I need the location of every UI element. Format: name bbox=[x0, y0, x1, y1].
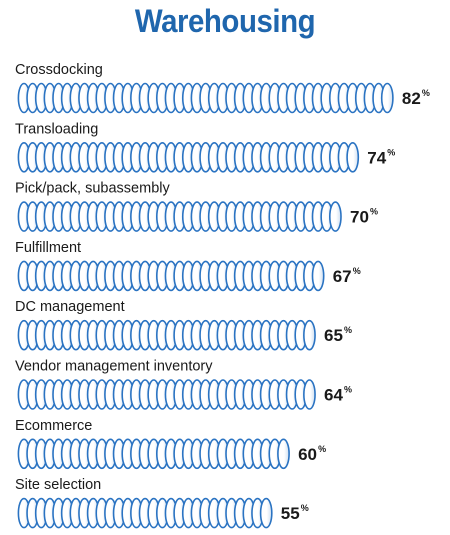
category-label: Site selection bbox=[15, 477, 101, 493]
bar-ring bbox=[328, 201, 342, 232]
percent-sign: % bbox=[353, 266, 361, 276]
value-label: 65 bbox=[324, 326, 343, 345]
bar bbox=[17, 438, 290, 470]
value-label: 55 bbox=[281, 504, 300, 523]
value-label: 74 bbox=[367, 148, 386, 167]
bar-row: Transloading 74% bbox=[15, 121, 395, 173]
category-label: Vendor management inventory bbox=[15, 359, 213, 375]
percent-sign: % bbox=[387, 147, 395, 157]
bar-row: Crossdocking 82% bbox=[15, 62, 430, 114]
bar bbox=[17, 497, 273, 529]
bar-ring bbox=[303, 379, 316, 410]
bar-row: Vendor management inventory 64% bbox=[15, 359, 352, 410]
bar bbox=[17, 379, 316, 410]
bar bbox=[17, 319, 316, 351]
category-label: Fulfillment bbox=[15, 240, 81, 256]
value-label: 70 bbox=[350, 208, 369, 227]
percent-sign: % bbox=[344, 385, 352, 395]
value-label: 60 bbox=[298, 445, 317, 464]
bar bbox=[17, 82, 394, 114]
percent-sign: % bbox=[370, 207, 378, 217]
value-label: 82 bbox=[402, 89, 421, 108]
category-label: Pick/pack, subassembly bbox=[15, 181, 170, 197]
bar bbox=[17, 260, 325, 292]
category-label: Transloading bbox=[15, 121, 98, 137]
bar-ring bbox=[259, 497, 273, 529]
percent-sign: % bbox=[344, 325, 352, 335]
value-label: 67 bbox=[333, 267, 352, 286]
bar-ring bbox=[277, 438, 290, 470]
bar-row: DC management 65% bbox=[15, 299, 352, 351]
bar-ring bbox=[311, 260, 325, 292]
percent-sign: % bbox=[318, 444, 326, 454]
bar-row: Pick/pack, subassembly 70% bbox=[15, 181, 378, 232]
bar bbox=[17, 142, 360, 173]
percent-sign: % bbox=[422, 88, 430, 98]
category-label: Ecommerce bbox=[15, 418, 92, 434]
category-label: Crossdocking bbox=[15, 62, 103, 78]
chart-title: Warehousing bbox=[134, 3, 316, 39]
bar-row: Site selection 55% bbox=[15, 477, 309, 529]
percent-sign: % bbox=[301, 503, 309, 513]
bar bbox=[17, 201, 342, 232]
category-label: DC management bbox=[15, 299, 125, 315]
value-label: 64 bbox=[324, 386, 343, 405]
bar-ring bbox=[346, 142, 360, 173]
bar-ring bbox=[380, 82, 394, 114]
bar-ring bbox=[303, 319, 316, 351]
bar-row: Fulfillment 67% bbox=[15, 240, 361, 292]
bar-row: Ecommerce 60% bbox=[15, 418, 326, 470]
